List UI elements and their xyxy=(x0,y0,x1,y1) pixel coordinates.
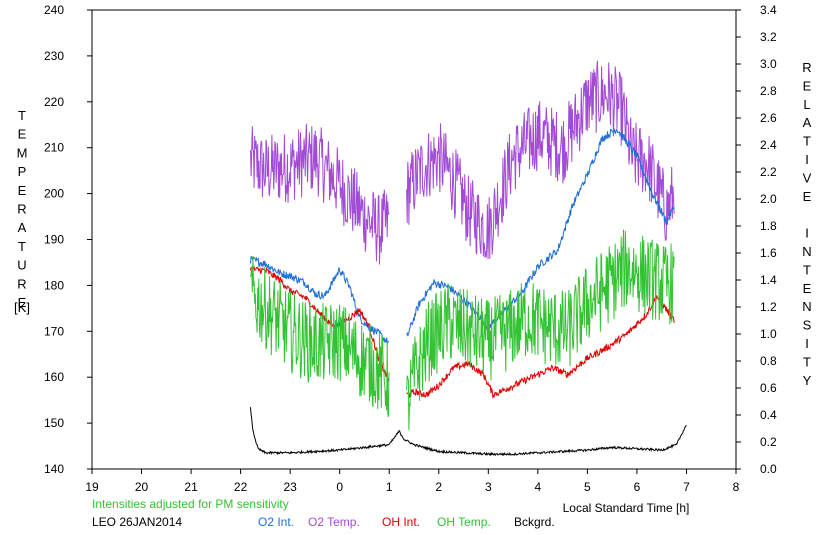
left-axis-ticks: 240 230 220 210 200 190 180 170 160 150 140 xyxy=(44,3,92,476)
x-tick-label: 6 xyxy=(634,480,641,494)
right-tick-label: 0.8 xyxy=(760,354,777,368)
series-line-segment xyxy=(250,265,390,382)
left-tick-label: 190 xyxy=(44,233,64,247)
x-tick-label: 8 xyxy=(733,480,740,494)
series-oh-temp xyxy=(250,229,675,431)
left-tick-label: 210 xyxy=(44,141,64,155)
left-tick-label: 140 xyxy=(44,462,64,476)
x-tick-label: 2 xyxy=(435,480,442,494)
series-line-segment xyxy=(250,256,390,418)
x-tick-label: 7 xyxy=(683,480,690,494)
right-tick-label: 2.4 xyxy=(760,138,777,152)
x-tick-label: 1 xyxy=(386,480,393,494)
x-tick-label: 20 xyxy=(135,480,149,494)
x-tick-label: 4 xyxy=(535,480,542,494)
plot-frame xyxy=(91,9,737,470)
right-tick-label: 2.8 xyxy=(760,84,777,98)
right-tick-label: 0.4 xyxy=(760,408,777,422)
right-tick-label: 3.4 xyxy=(760,3,777,17)
right-tick-label: 0.6 xyxy=(760,381,777,395)
left-tick-label: 240 xyxy=(44,3,64,17)
left-axis-label: T E M P E R A T U R E[K] xyxy=(14,108,30,315)
series-line-segment xyxy=(250,255,390,345)
x-axis-label: Local Standard Time [h] xyxy=(563,501,690,515)
series-line-segment xyxy=(406,229,675,431)
right-tick-label: 2.6 xyxy=(760,111,777,125)
series-line-segment xyxy=(406,127,675,337)
series-lines xyxy=(250,60,687,457)
right-tick-label: 1.2 xyxy=(760,300,777,314)
left-tick-label: 200 xyxy=(44,187,64,201)
legend-site: LEO xyxy=(92,515,116,529)
legend-date: 26JAN2014 xyxy=(119,515,182,529)
legend-o2-temp: O2 Temp. xyxy=(308,515,360,529)
left-tick-label: 180 xyxy=(44,278,64,292)
right-tick-label: 3.2 xyxy=(760,30,777,44)
series-line-segment xyxy=(250,123,390,265)
legend-bckgrd: Bckgrd. xyxy=(514,515,555,529)
right-tick-label: 1.4 xyxy=(760,273,777,287)
pm-sensitivity-note: Intensities adjusted for PM sensitivity xyxy=(92,497,289,511)
left-tick-label: 170 xyxy=(44,324,64,338)
series-o2-temp xyxy=(250,60,675,265)
legend-oh-int: OH Int. xyxy=(382,515,420,529)
x-tick-label: 21 xyxy=(184,480,198,494)
x-tick-label: 5 xyxy=(584,480,591,494)
left-tick-label: 160 xyxy=(44,370,64,384)
x-tick-label: 22 xyxy=(234,480,248,494)
x-tick-label: 3 xyxy=(485,480,492,494)
right-tick-label: 0.2 xyxy=(760,435,777,449)
right-axis-ticks: 3.4 3.2 3.0 2.8 2.6 2.4 2.2 2.0 1.8 1.6 1.4 1.2 1.0 0… xyxy=(736,3,777,476)
legend-site-date: LEO 26JAN2014 xyxy=(92,515,182,529)
series-oh-int xyxy=(250,265,675,399)
series-line-segment xyxy=(406,295,675,399)
right-tick-label: 0.0 xyxy=(760,462,777,476)
x-tick-label: 0 xyxy=(336,480,343,494)
left-tick-label: 150 xyxy=(44,416,64,430)
right-tick-label: 3.0 xyxy=(760,57,777,71)
x-axis-ticks: 19 20 21 22 23 0 1 2 3 4 5 6 7 8 xyxy=(85,469,740,494)
right-tick-label: 1.0 xyxy=(760,327,777,341)
series-o2-int xyxy=(250,127,675,345)
left-tick-label: 220 xyxy=(44,95,64,109)
right-tick-label: 1.8 xyxy=(760,219,777,233)
left-axis-unit: [K] xyxy=(14,300,30,315)
series-bckgrd xyxy=(250,407,687,457)
series-line-segment xyxy=(406,60,675,260)
x-tick-label: 19 xyxy=(85,480,99,494)
right-tick-label: 2.0 xyxy=(760,192,777,206)
legend-o2-int: O2 Int. xyxy=(258,515,294,529)
right-tick-label: 2.2 xyxy=(760,165,777,179)
x-tick-label: 23 xyxy=(283,480,297,494)
left-tick-label: 230 xyxy=(44,49,64,63)
right-tick-label: 1.6 xyxy=(760,246,777,260)
series-line-segment xyxy=(250,407,687,457)
legend-oh-temp: OH Temp. xyxy=(437,515,491,529)
